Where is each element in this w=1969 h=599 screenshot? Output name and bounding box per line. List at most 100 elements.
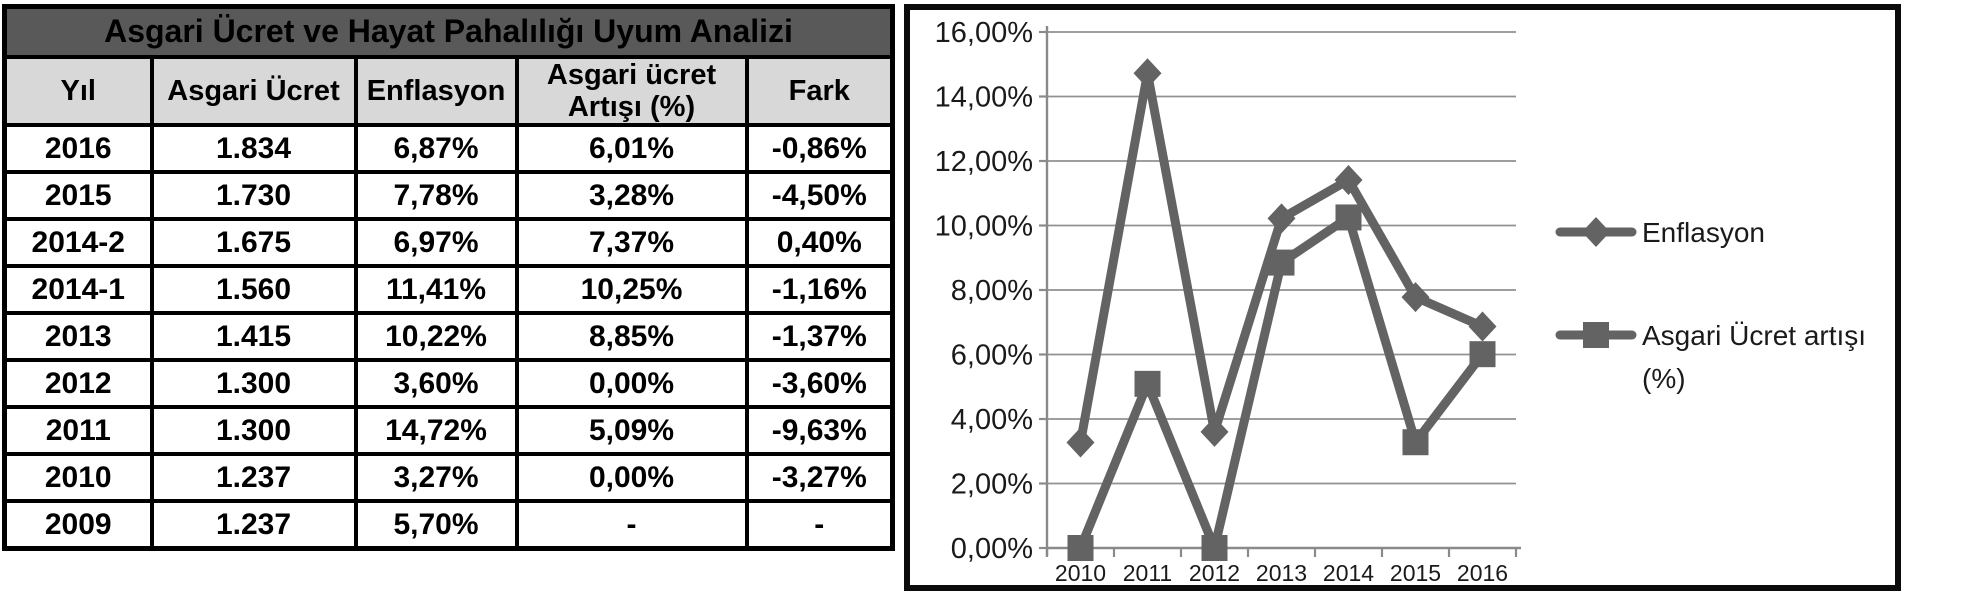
wage-cell: 1.300 <box>149 405 358 457</box>
series-0-point-marker <box>1334 165 1363 196</box>
wage-cell: 1.237 <box>149 499 358 551</box>
year-cell: 2013 <box>2 311 154 363</box>
inflation-cell: 3,27% <box>353 452 519 504</box>
table-row: 2014-2 1.675 6,97% 7,37% 0,40% <box>2 217 895 269</box>
difference-cell: -3,60% <box>744 358 895 410</box>
inflation-cell: 3,60% <box>353 358 519 410</box>
difference-cell: -9,63% <box>744 405 895 457</box>
wage-cell: 1.730 <box>149 170 358 222</box>
inflation-cell: 6,97% <box>353 217 519 269</box>
series-1-point-marker <box>1402 429 1429 456</box>
table-header-row: Yıl Asgari Ücret Enflasyon Asgari ücret … <box>2 54 895 128</box>
series-1-point-marker <box>1134 370 1161 397</box>
series-1-point-marker <box>1201 535 1228 561</box>
legend-label: Enflasyon <box>1642 217 1765 248</box>
wage-analysis-table-panel: Asgari Ücret ve Hayat Pahalılığı Uyum An… <box>0 0 895 551</box>
series-0-point-marker <box>1200 416 1229 447</box>
series-0-point-marker <box>1066 427 1095 458</box>
line-chart-svg: 0,00% 2,00% 4,00% 6,00% 8,00% 10,00% 12,00% 14,… <box>935 17 1866 585</box>
series-0-point-marker <box>1267 203 1296 234</box>
wage-increase-cell: 5,09% <box>514 405 749 457</box>
inflation-cell: 7,78% <box>353 170 519 222</box>
difference-cell: - <box>744 499 895 551</box>
year-cell: 2014-2 <box>2 217 154 269</box>
table-row: 2013 1.415 10,22% 8,85% -1,37% <box>2 311 895 363</box>
table-title-row: Asgari Ücret ve Hayat Pahalılığı Uyum An… <box>2 4 895 59</box>
inflation-cell: 14,72% <box>353 405 519 457</box>
year-cell: 2015 <box>2 170 154 222</box>
year-cell: 2010 <box>2 452 154 504</box>
series-1-point-marker <box>1268 249 1295 276</box>
column-header-fark: Fark <box>744 54 895 128</box>
difference-cell: -1,16% <box>744 264 895 316</box>
x-tick-label: 2016 <box>1457 560 1508 585</box>
wage-increase-cell: - <box>514 499 749 551</box>
difference-cell: -4,50% <box>744 170 895 222</box>
y-tick-label: 6,00% <box>951 340 1033 372</box>
table-row: 2012 1.300 3,60% 0,00% -3,60% <box>2 358 895 410</box>
inflation-cell: 10,22% <box>353 311 519 363</box>
wage-increase-cell: 7,37% <box>514 217 749 269</box>
series-0-point-marker <box>1133 58 1162 89</box>
wage-cell: 1.675 <box>149 217 358 269</box>
year-cell: 2014-1 <box>2 264 154 316</box>
wage-increase-cell: 10,25% <box>514 264 749 316</box>
legend-marker <box>1583 322 1609 348</box>
difference-cell: 0,40% <box>744 217 895 269</box>
legend-label: (%) <box>1642 363 1686 394</box>
wage-increase-cell: 0,00% <box>514 452 749 504</box>
series-0-point-marker <box>1401 282 1430 313</box>
x-tick-label: 2010 <box>1055 560 1106 585</box>
difference-cell: -3,27% <box>744 452 895 504</box>
wage-cell: 1.300 <box>149 358 358 410</box>
year-cell: 2009 <box>2 499 154 551</box>
wage-cell: 1.237 <box>149 452 358 504</box>
x-tick-label: 2013 <box>1256 560 1307 585</box>
inflation-cell: 11,41% <box>353 264 519 316</box>
wage-increase-cell: 3,28% <box>514 170 749 222</box>
legend-marker <box>1582 217 1610 247</box>
year-cell: 2016 <box>2 123 154 175</box>
wage-cell: 1.834 <box>149 123 358 175</box>
wage-cell: 1.415 <box>149 311 358 363</box>
x-tick-label: 2011 <box>1123 560 1172 585</box>
y-tick-label: 2,00% <box>951 469 1033 501</box>
table-row: 2016 1.834 6,87% 6,01% -0,86% <box>2 123 895 175</box>
chart-frame: 0,00% 2,00% 4,00% 6,00% 8,00% 10,00% 12,00% 14,… <box>904 4 1901 591</box>
wage-cell: 1.560 <box>149 264 358 316</box>
wage-increase-cell: 6,01% <box>514 123 749 175</box>
column-header-enflasyon: Enflasyon <box>353 54 519 128</box>
wage-increase-cell: 0,00% <box>514 358 749 410</box>
y-tick-label: 10,00% <box>935 211 1033 243</box>
y-tick-label: 12,00% <box>935 146 1033 178</box>
table-row: 2015 1.730 7,78% 3,28% -4,50% <box>2 170 895 222</box>
legend-label: Asgari Ücret artışı <box>1642 320 1866 351</box>
table-row: 2011 1.300 14,72% 5,09% -9,63% <box>2 405 895 457</box>
column-header-yil: Yıl <box>2 54 154 128</box>
x-tick-label: 2012 <box>1189 560 1240 585</box>
y-tick-label: 16,00% <box>935 17 1033 49</box>
table-row: 2014-1 1.560 11,41% 10,25% -1,16% <box>2 264 895 316</box>
y-tick-label: 0,00% <box>951 533 1033 565</box>
series-1-point-marker <box>1469 341 1496 368</box>
difference-cell: -1,37% <box>744 311 895 363</box>
year-cell: 2011 <box>2 405 154 457</box>
x-tick-label: 2015 <box>1390 560 1441 585</box>
inflation-cell: 6,87% <box>353 123 519 175</box>
y-tick-label: 8,00% <box>951 275 1033 307</box>
wage-increase-cell: 8,85% <box>514 311 749 363</box>
y-tick-label: 4,00% <box>951 404 1033 436</box>
column-header-artisi: Asgari ücret Artışı (%) <box>514 54 749 128</box>
series-1-point-marker <box>1335 204 1362 231</box>
table-title: Asgari Ücret ve Hayat Pahalılığı Uyum An… <box>2 4 895 59</box>
inflation-cell: 5,70% <box>353 499 519 551</box>
wage-analysis-table: Asgari Ücret ve Hayat Pahalılığı Uyum An… <box>2 4 895 551</box>
difference-cell: -0,86% <box>744 123 895 175</box>
y-tick-label: 14,00% <box>935 82 1033 114</box>
column-header-asgari-ucret: Asgari Ücret <box>149 54 358 128</box>
year-cell: 2012 <box>2 358 154 410</box>
x-tick-label: 2014 <box>1323 560 1374 585</box>
table-row: 2010 1.237 3,27% 0,00% -3,27% <box>2 452 895 504</box>
table-row: 2009 1.237 5,70% - - <box>2 499 895 551</box>
